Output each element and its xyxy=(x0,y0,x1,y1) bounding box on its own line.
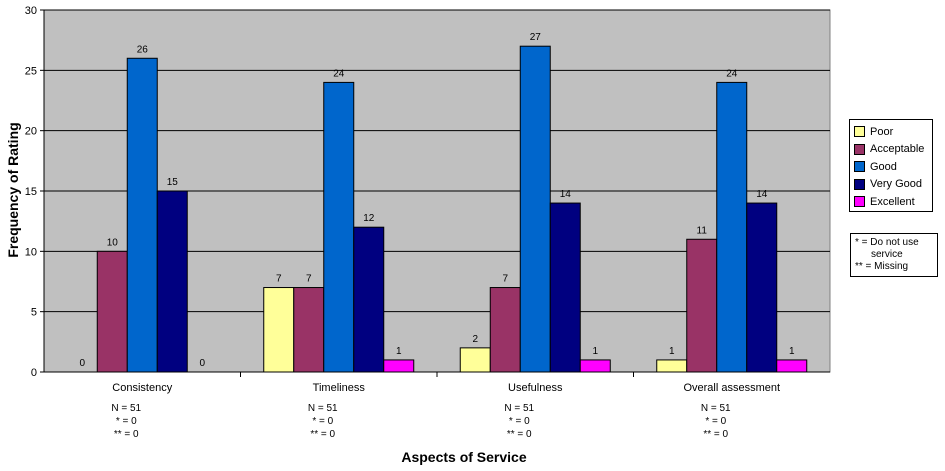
bar xyxy=(489,287,521,373)
legend-swatch xyxy=(854,126,865,138)
legend-label: Excellent xyxy=(870,195,915,208)
bar xyxy=(716,81,748,373)
bar xyxy=(126,57,158,373)
category-note: N = 51 xyxy=(504,403,534,414)
category-note: ** = 0 xyxy=(703,429,728,440)
y-tick-label: 10 xyxy=(25,246,37,258)
bar xyxy=(263,287,295,373)
data-label: 0 xyxy=(79,358,85,369)
legend-label: Very Good xyxy=(870,178,922,191)
data-label: 7 xyxy=(502,274,508,285)
legend-swatch xyxy=(854,161,865,173)
bar xyxy=(459,347,491,373)
y-tick-label: 25 xyxy=(25,65,37,77)
legend-swatch xyxy=(854,143,865,155)
bar xyxy=(519,45,551,373)
data-label: 1 xyxy=(669,346,675,357)
category-notes: N = 51 * = 0 ** = 0 N = 51 * = 0 ** = 0 N = 51… xyxy=(111,403,731,440)
legend-item: Poor xyxy=(854,123,928,141)
data-label: 15 xyxy=(167,177,179,188)
legend-swatch xyxy=(854,178,865,190)
data-label: 2 xyxy=(472,334,478,345)
data-label: 7 xyxy=(306,274,312,285)
footnote-line: ** = Missing xyxy=(855,261,909,272)
bars xyxy=(96,45,808,373)
category-label: Timeliness xyxy=(313,382,366,394)
bar xyxy=(656,359,688,373)
y-tick-label: 30 xyxy=(25,5,37,17)
legend-label: Good xyxy=(870,160,897,173)
y-tick-label: 5 xyxy=(31,307,37,319)
category-note: N = 51 xyxy=(701,403,731,414)
category-note: * = 0 xyxy=(312,416,333,427)
bar xyxy=(353,226,385,373)
y-axis-title: Frequency of Rating xyxy=(5,122,21,257)
legend-item: Good xyxy=(854,158,928,176)
data-label: 0 xyxy=(199,358,205,369)
category-note: N = 51 xyxy=(308,403,338,414)
bar xyxy=(549,202,581,373)
bar xyxy=(746,202,778,373)
category-note: ** = 0 xyxy=(310,429,335,440)
y-tick-label: 15 xyxy=(25,186,37,198)
legend: Poor Acceptable Good Very Good Excellent xyxy=(849,119,933,212)
legend-item: Excellent xyxy=(854,193,928,211)
legend-label: Poor xyxy=(870,125,894,138)
category-note: ** = 0 xyxy=(507,429,532,440)
category-label: Overall assessment xyxy=(683,382,780,394)
bar xyxy=(323,81,355,373)
y-tick-label: 20 xyxy=(25,126,37,138)
data-label: 12 xyxy=(363,213,375,224)
data-label: 27 xyxy=(530,32,542,43)
data-label: 1 xyxy=(592,346,598,357)
legend-item: Acceptable xyxy=(854,141,928,159)
x-axis-title: Aspects of Service xyxy=(401,449,526,465)
data-label: 11 xyxy=(697,225,708,236)
data-label: 24 xyxy=(726,68,738,79)
y-tick-labels: 0 5 10 15 20 25 30 xyxy=(25,5,44,379)
category-labels: Consistency Timeliness Usefulness Overall a… xyxy=(112,382,780,394)
bar xyxy=(776,359,808,373)
category-label: Consistency xyxy=(112,382,172,394)
category-label: Usefulness xyxy=(508,382,563,394)
category-note: * = 0 xyxy=(509,416,530,427)
bar xyxy=(686,238,718,373)
bar xyxy=(293,287,325,373)
footnote-line: * = Do not use xyxy=(855,237,919,248)
legend-swatch xyxy=(854,196,865,208)
data-label: 24 xyxy=(333,68,345,79)
y-tick-label: 0 xyxy=(31,367,37,379)
bar xyxy=(383,359,415,373)
legend-item: Very Good xyxy=(854,176,928,194)
category-note: * = 0 xyxy=(705,416,726,427)
bar xyxy=(96,250,128,373)
data-label: 10 xyxy=(107,237,119,248)
data-label: 14 xyxy=(756,189,768,200)
data-label: 26 xyxy=(137,44,149,55)
category-note: ** = 0 xyxy=(114,429,139,440)
category-note: N = 51 xyxy=(111,403,141,414)
data-label: 14 xyxy=(560,189,572,200)
bar xyxy=(579,359,611,373)
footnote-box: * = Do not use service ** = Missing xyxy=(850,233,938,277)
legend-label: Acceptable xyxy=(870,143,925,156)
data-label: 1 xyxy=(396,346,402,357)
data-label: 1 xyxy=(789,346,795,357)
category-note: * = 0 xyxy=(116,416,137,427)
data-label: 7 xyxy=(276,274,282,285)
bar xyxy=(156,190,188,373)
footnote-line: service xyxy=(871,249,903,260)
